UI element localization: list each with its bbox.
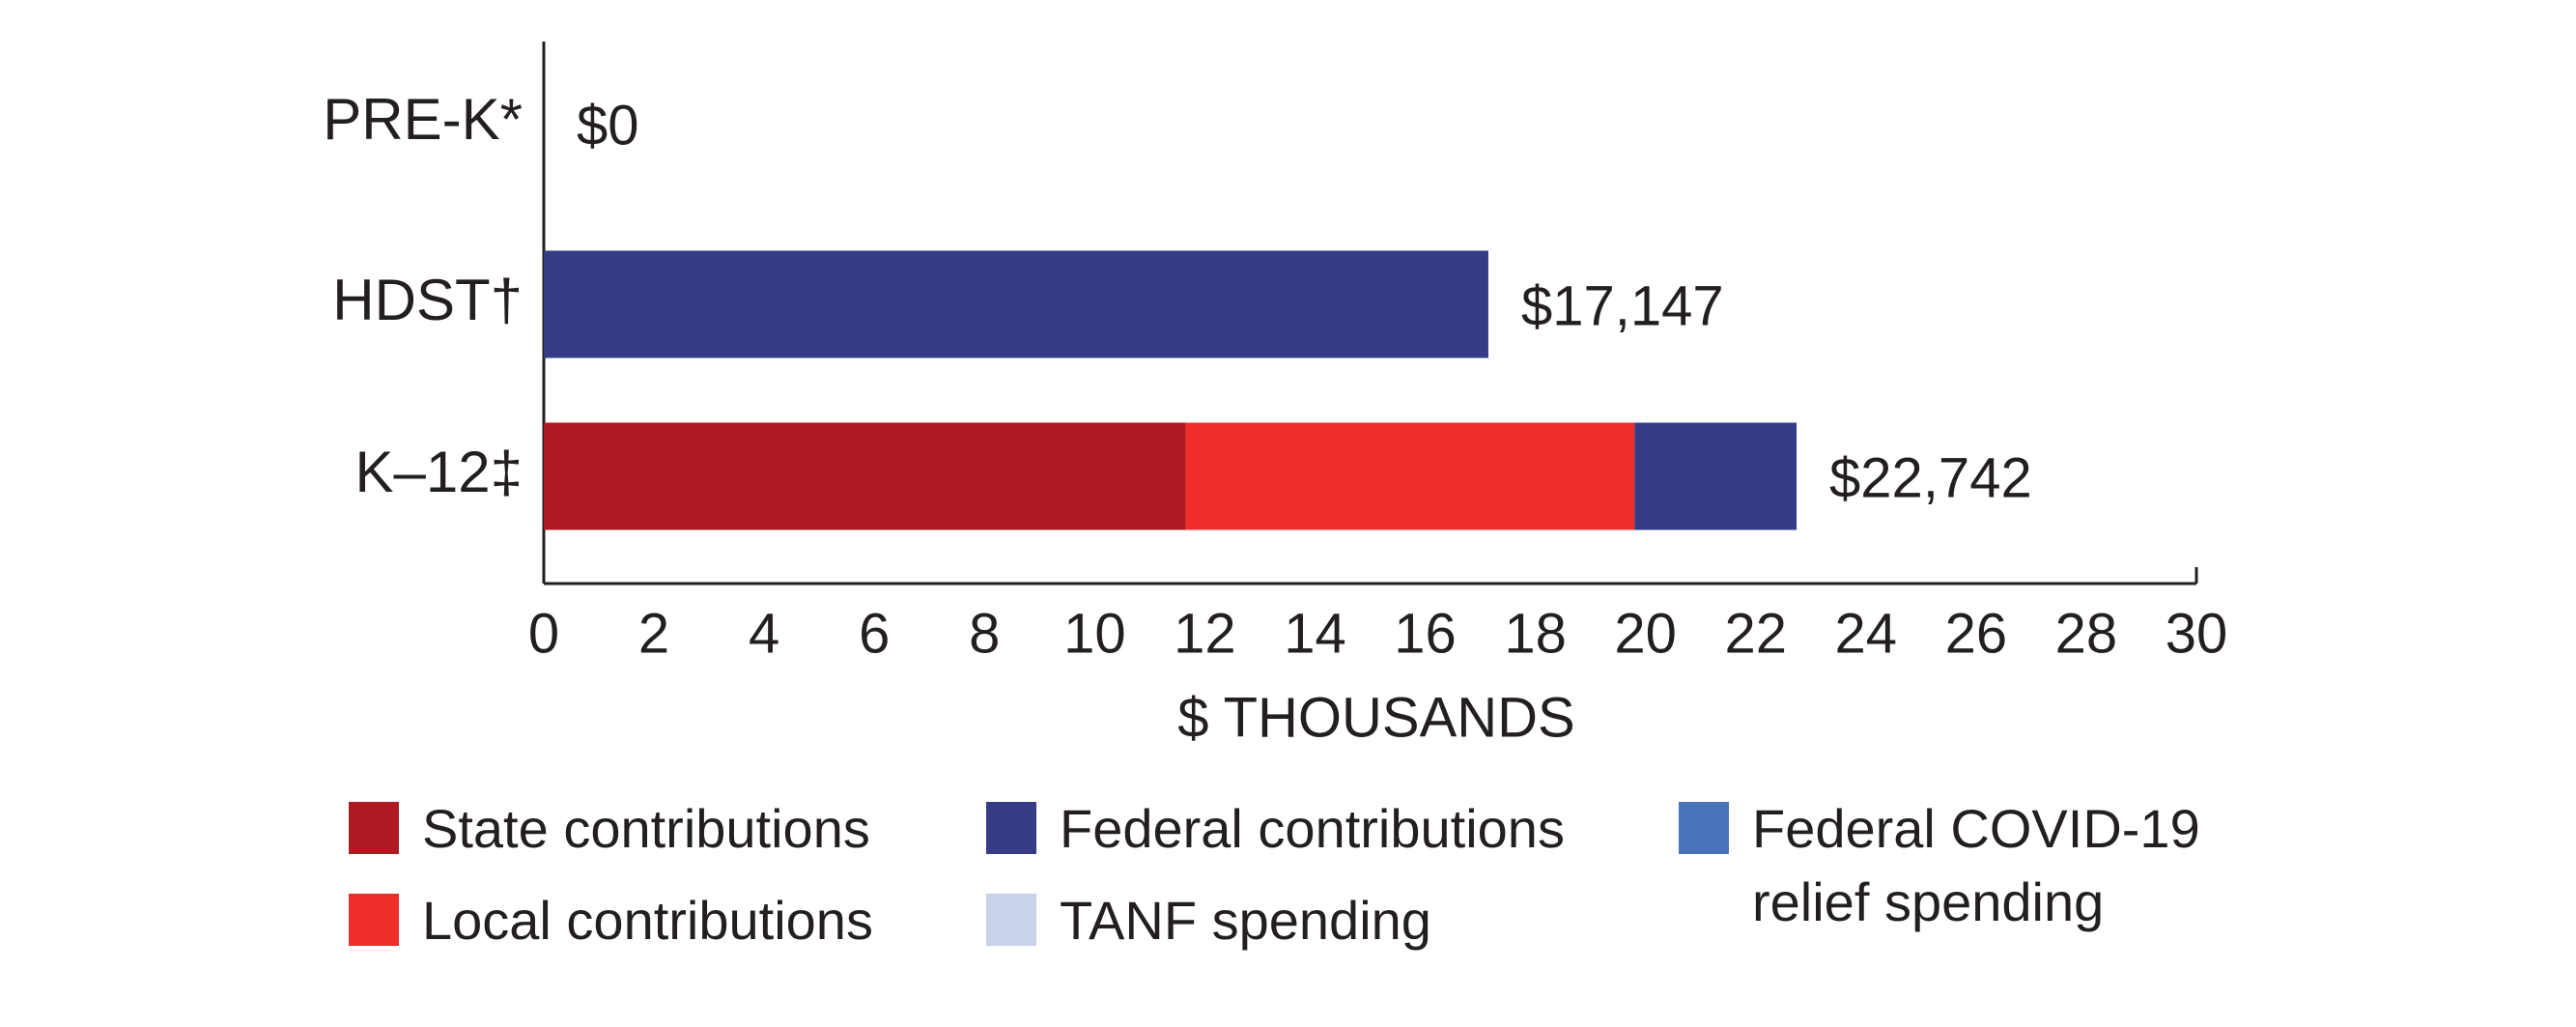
- legend-item: TANF spending: [986, 884, 1431, 957]
- x-tick-label: 0: [528, 602, 559, 665]
- y-tick-label: PRE-K*: [323, 87, 523, 152]
- bar-segment: [544, 250, 1488, 358]
- x-tick-label: 6: [859, 602, 890, 665]
- legend-item: Federal contributions: [986, 792, 1565, 866]
- total-label: $17,147: [1521, 274, 1724, 337]
- total-label: $22,742: [1829, 446, 2032, 509]
- legend-item: Federal COVID-19 relief spending: [1679, 792, 2220, 939]
- total-label: $0: [577, 94, 639, 157]
- legend-item: Local contributions: [349, 884, 873, 957]
- legend-label: Local contributions: [422, 890, 873, 951]
- y-tick-label: HDST†: [332, 268, 523, 332]
- legend-label: Federal COVID-19 relief spending: [1752, 798, 2200, 932]
- x-axis-title: $ THOUSANDS: [1177, 686, 1574, 749]
- x-tick-label: 8: [969, 602, 1000, 665]
- x-tick-label: 18: [1504, 602, 1567, 665]
- x-tick-label: 26: [1945, 602, 2008, 665]
- x-tick-label: 2: [638, 602, 669, 665]
- bar-segment: [544, 422, 1186, 530]
- x-tick-label: 12: [1174, 602, 1236, 665]
- legend-swatch: [349, 894, 399, 946]
- y-tick-label: K–12‡: [355, 440, 524, 504]
- legend-swatch: [1679, 802, 1729, 854]
- x-tick-label: 28: [2055, 602, 2118, 665]
- x-tick-label: 14: [1284, 602, 1346, 665]
- x-tick-label: 24: [1835, 602, 1898, 665]
- x-tick-label: 4: [749, 602, 779, 665]
- legend-swatch: [986, 802, 1036, 854]
- x-tick-label: 30: [2166, 602, 2228, 665]
- x-tick-label: 22: [1724, 602, 1787, 665]
- legend-label: TANF spending: [1060, 890, 1431, 951]
- x-tick-label: 10: [1063, 602, 1126, 665]
- legend-label: State contributions: [422, 798, 870, 859]
- x-tick-label: 20: [1614, 602, 1677, 665]
- legend-swatch: [986, 894, 1036, 946]
- bar-segment: [1185, 422, 1635, 530]
- x-tick-label: 16: [1394, 602, 1457, 665]
- bar-segment: [1634, 422, 1798, 530]
- legend-swatch: [349, 802, 399, 854]
- legend-label: Federal contributions: [1060, 798, 1565, 859]
- legend-item: State contributions: [349, 792, 870, 866]
